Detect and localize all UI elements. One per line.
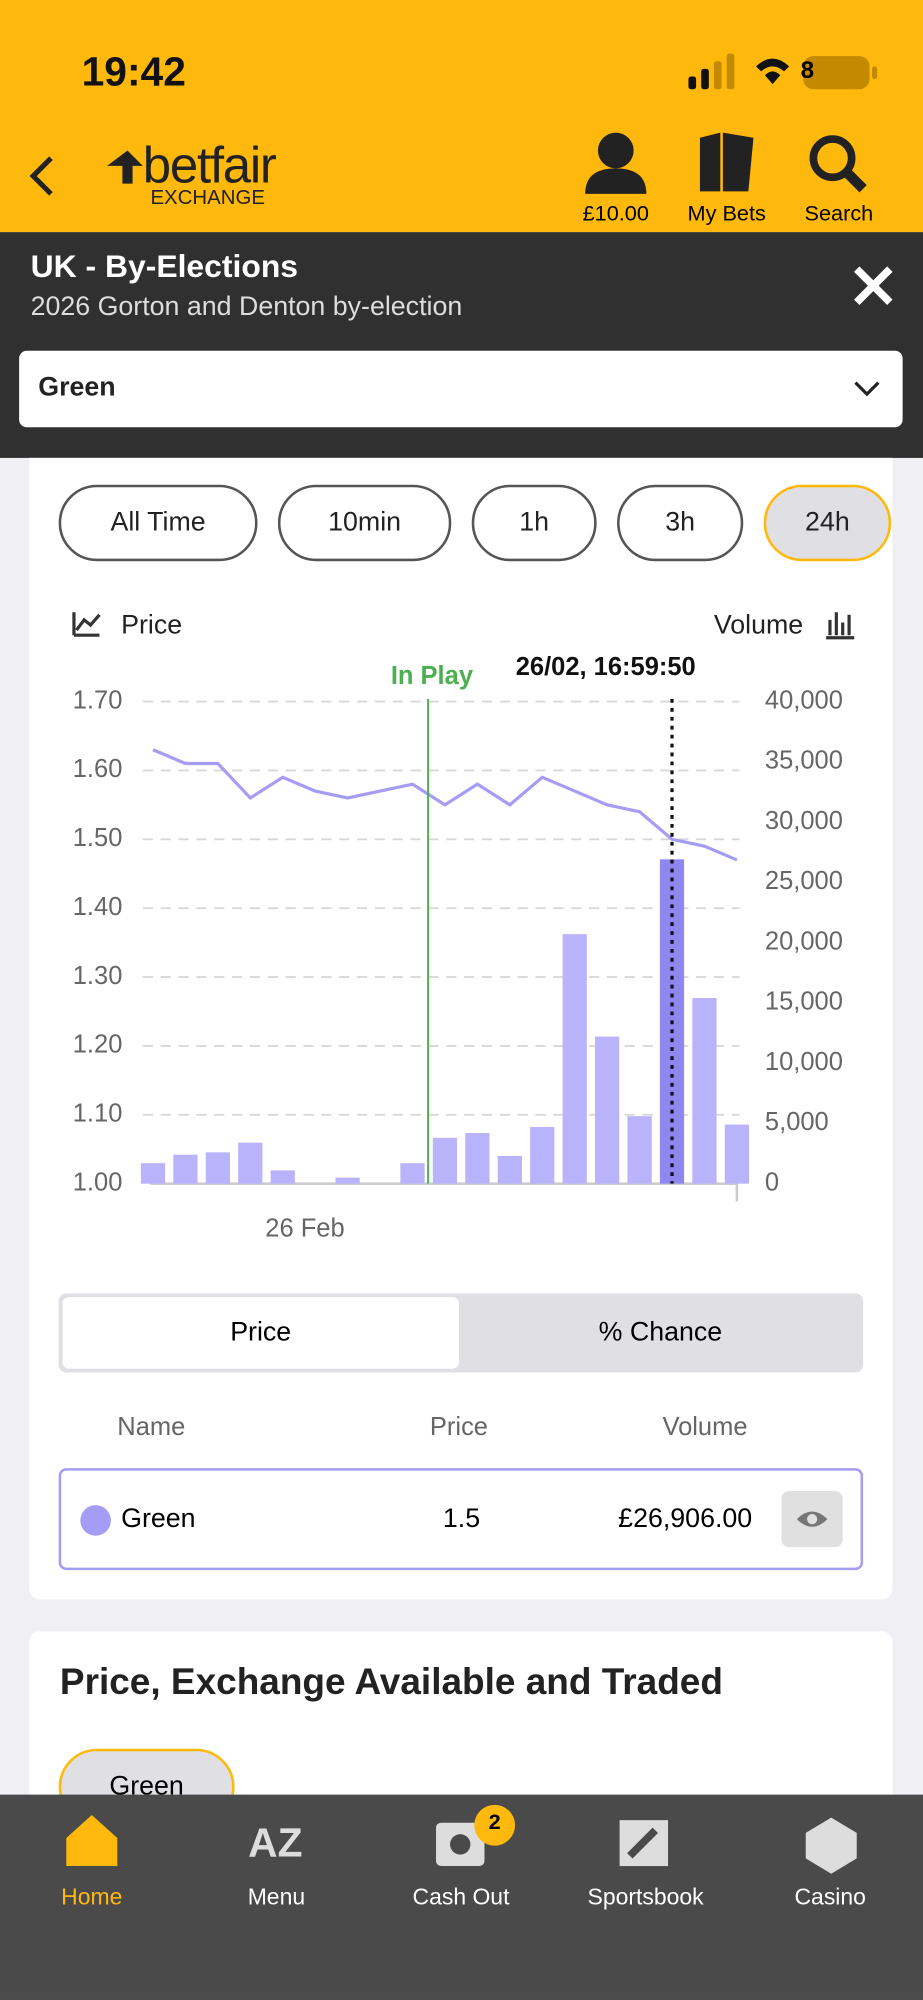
nav-item[interactable]: Sportsbook	[587, 1883, 704, 1910]
y2-tick-label: 25,000	[765, 867, 843, 895]
volume-bar	[465, 1133, 490, 1184]
in-play-label: In Play	[391, 662, 474, 690]
market-subtitle: 2026 Gorton and Denton by-election	[30, 292, 463, 322]
volume-bar	[530, 1127, 555, 1184]
market-title: UK - By-Elections	[30, 248, 299, 285]
y2-tick-label: 15,000	[765, 988, 843, 1016]
y-tick-label: 1.20	[73, 1031, 123, 1059]
time-range-button[interactable]: 10min	[277, 484, 452, 562]
account-balance[interactable]: £10.00	[582, 201, 649, 226]
volume-bar	[595, 1036, 620, 1184]
time-range-button[interactable]: All Time	[58, 484, 258, 562]
cashout-badge: 2	[488, 1809, 501, 1835]
y-tick-label: 1.10	[73, 1100, 123, 1128]
runner-color	[80, 1505, 111, 1536]
dropdown-arrow	[854, 381, 880, 397]
runner-name: Green	[121, 1503, 196, 1534]
clock: 19:42	[81, 48, 186, 95]
top-bar	[0, 0, 923, 233]
legend-price: Price	[121, 609, 182, 639]
logo: betfair	[142, 137, 277, 194]
svg-text:AZ: AZ	[248, 1819, 302, 1865]
section-title: Price, Exchange Available and Traded	[59, 1661, 723, 1703]
y-tick-label: 1.70	[73, 686, 123, 714]
x-tick-label: 26 Feb	[265, 1214, 344, 1242]
runner-price: 1.5	[442, 1503, 481, 1534]
logo-sub: EXCHANGE	[150, 187, 265, 210]
close-button[interactable]	[852, 264, 895, 307]
time-range-button[interactable]: 3h	[617, 484, 744, 562]
table-header: Name	[117, 1413, 186, 1442]
volume-bar	[692, 998, 717, 1184]
volume-bar	[238, 1142, 263, 1184]
status-icons	[688, 53, 878, 90]
toggle-price[interactable]: Price	[62, 1297, 459, 1369]
nav-icons: AZ	[66, 1804, 857, 1874]
y-tick-label: 1.50	[73, 824, 123, 852]
table-header: Price	[429, 1413, 489, 1442]
runner-volume: £26,906.00	[618, 1503, 753, 1534]
cursor-label: 26/02, 16:59:50	[516, 653, 696, 681]
y2-tick-label: 20,000	[765, 927, 843, 955]
visibility-toggle[interactable]	[781, 1491, 843, 1548]
y-tick-label: 1.40	[73, 893, 123, 921]
y-tick-label: 1.00	[73, 1168, 123, 1196]
nav-item[interactable]: Home	[61, 1883, 123, 1910]
runner-select-value: Green	[38, 372, 116, 402]
y2-tick-label: 30,000	[765, 807, 843, 835]
y-tick-label: 1.30	[73, 962, 123, 990]
table-row	[58, 1468, 864, 1571]
y2-tick-label: 0	[765, 1168, 779, 1196]
search[interactable]: Search	[804, 201, 874, 226]
volume-bar	[432, 1137, 458, 1184]
legend-volume: Volume	[714, 609, 803, 639]
nav-item[interactable]: Casino	[794, 1883, 866, 1910]
nav-item[interactable]: Cash Out	[412, 1883, 510, 1910]
chart-card	[29, 457, 893, 1600]
y2-tick-label: 35,000	[765, 747, 843, 775]
chart: Price Volume 1.00 1.10 1.20 1.30 1.40 1.50 1.6…	[72, 609, 855, 1242]
volume-bar	[400, 1163, 425, 1184]
volume-bar	[724, 1124, 750, 1184]
toggle-chance[interactable]: % Chance	[598, 1317, 723, 1347]
y2-tick-label: 40,000	[765, 686, 843, 714]
volume-bar	[497, 1155, 522, 1184]
time-range-button[interactable]: 1h	[471, 484, 597, 562]
price-line	[152, 748, 738, 862]
time-range-button[interactable]: 24h	[763, 484, 892, 562]
back-button[interactable]	[23, 151, 61, 202]
y-tick-label: 1.60	[73, 755, 123, 783]
battery-level: 8	[800, 57, 815, 85]
volume-bar	[270, 1170, 295, 1184]
volume-bar	[173, 1154, 198, 1184]
volume-bar	[205, 1152, 230, 1184]
table-header: Volume	[662, 1413, 748, 1442]
volume-bar	[562, 934, 587, 1184]
header-icons	[585, 132, 867, 194]
my-bets[interactable]: My Bets	[687, 201, 766, 226]
y2-tick-label: 5,000	[765, 1108, 829, 1136]
runner-select[interactable]	[19, 350, 903, 428]
volume-bar	[627, 1116, 652, 1184]
nav-item[interactable]: Menu	[247, 1883, 306, 1910]
volume-bar	[140, 1163, 166, 1184]
volume-bar	[335, 1177, 360, 1184]
logo-icon	[107, 150, 143, 184]
y2-tick-label: 10,000	[765, 1048, 843, 1076]
